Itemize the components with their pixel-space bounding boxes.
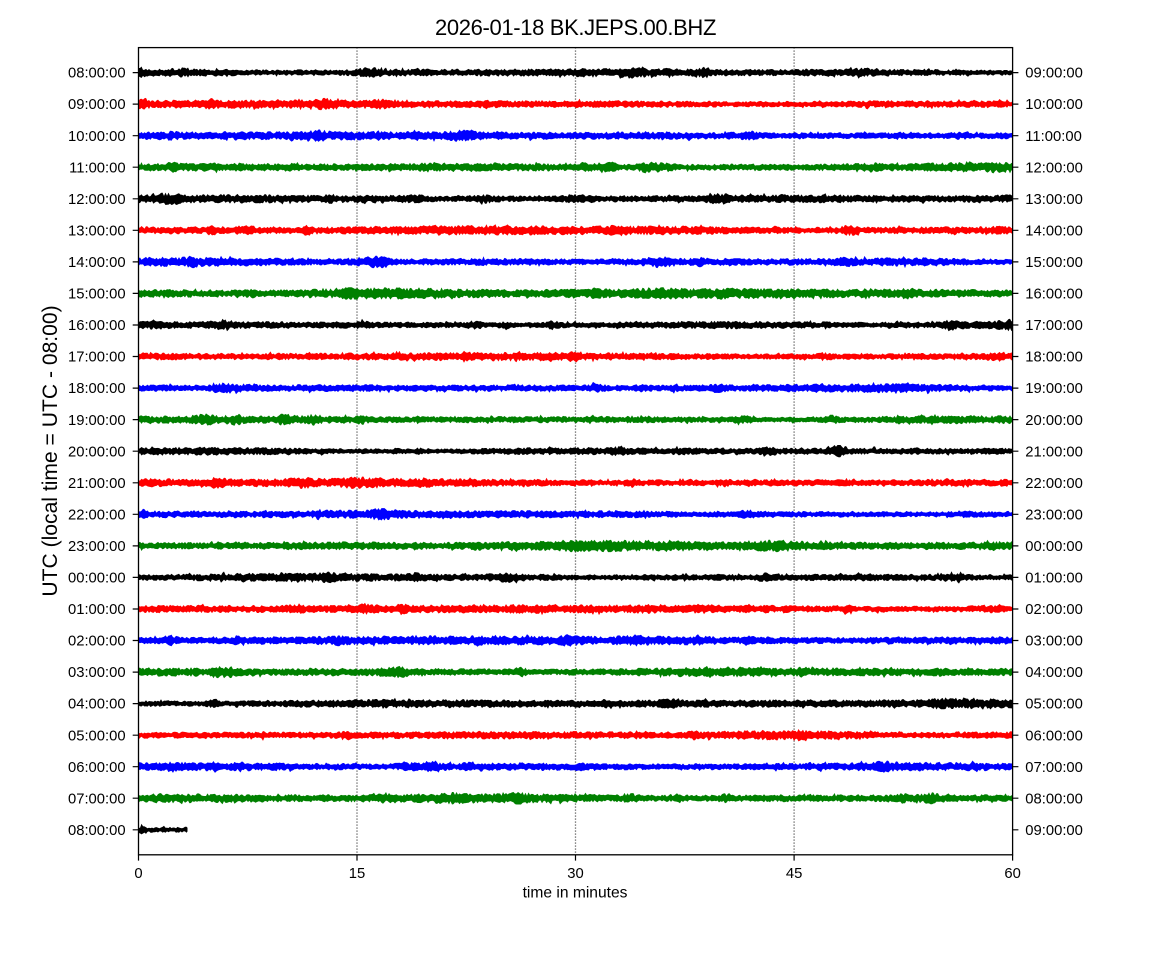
svg-text:15:00:00: 15:00:00 — [1025, 255, 1083, 271]
svg-text:12:00:00: 12:00:00 — [68, 192, 126, 208]
svg-text:16:00:00: 16:00:00 — [1025, 287, 1083, 303]
svg-text:11:00:00: 11:00:00 — [1025, 129, 1082, 145]
svg-text:09:00:00: 09:00:00 — [68, 97, 126, 113]
svg-text:18:00:00: 18:00:00 — [68, 381, 126, 397]
svg-text:60: 60 — [1004, 866, 1020, 882]
svg-text:15:00:00: 15:00:00 — [68, 287, 126, 303]
svg-text:04:00:00: 04:00:00 — [68, 697, 126, 713]
svg-text:UTC (local time = UTC - 08:00): UTC (local time = UTC - 08:00) — [39, 305, 62, 596]
svg-text:05:00:00: 05:00:00 — [68, 728, 126, 744]
svg-text:10:00:00: 10:00:00 — [68, 129, 126, 145]
svg-text:02:00:00: 02:00:00 — [1025, 602, 1083, 618]
svg-text:01:00:00: 01:00:00 — [1025, 571, 1083, 587]
svg-text:16:00:00: 16:00:00 — [68, 318, 126, 334]
svg-text:19:00:00: 19:00:00 — [1025, 381, 1083, 397]
svg-text:2026-01-18 BK.JEPS.00.BHZ: 2026-01-18 BK.JEPS.00.BHZ — [435, 15, 716, 40]
svg-text:45: 45 — [786, 866, 802, 882]
svg-text:18:00:00: 18:00:00 — [1025, 350, 1083, 366]
svg-text:14:00:00: 14:00:00 — [68, 255, 126, 271]
svg-text:07:00:00: 07:00:00 — [1025, 760, 1083, 776]
svg-text:21:00:00: 21:00:00 — [68, 476, 126, 492]
svg-text:08:00:00: 08:00:00 — [68, 823, 126, 839]
svg-text:22:00:00: 22:00:00 — [68, 507, 126, 523]
svg-text:06:00:00: 06:00:00 — [68, 760, 126, 776]
svg-text:21:00:00: 21:00:00 — [1025, 444, 1083, 460]
svg-text:11:00:00: 11:00:00 — [69, 160, 126, 176]
svg-text:20:00:00: 20:00:00 — [68, 444, 126, 460]
svg-text:03:00:00: 03:00:00 — [68, 665, 126, 681]
svg-text:02:00:00: 02:00:00 — [68, 634, 126, 650]
svg-text:23:00:00: 23:00:00 — [68, 539, 126, 555]
svg-text:time in minutes: time in minutes — [523, 885, 628, 902]
svg-text:00:00:00: 00:00:00 — [68, 571, 126, 587]
svg-text:09:00:00: 09:00:00 — [1025, 66, 1083, 82]
svg-text:22:00:00: 22:00:00 — [1025, 476, 1083, 492]
svg-text:03:00:00: 03:00:00 — [1025, 634, 1083, 650]
svg-text:17:00:00: 17:00:00 — [68, 350, 126, 366]
svg-text:10:00:00: 10:00:00 — [1025, 97, 1083, 113]
svg-text:04:00:00: 04:00:00 — [1025, 665, 1083, 681]
svg-text:00:00:00: 00:00:00 — [1025, 539, 1083, 555]
svg-text:0: 0 — [134, 866, 142, 882]
svg-text:08:00:00: 08:00:00 — [1025, 791, 1083, 807]
svg-text:30: 30 — [567, 866, 583, 882]
svg-text:08:00:00: 08:00:00 — [68, 66, 126, 82]
svg-text:06:00:00: 06:00:00 — [1025, 728, 1083, 744]
svg-text:14:00:00: 14:00:00 — [1025, 223, 1083, 239]
svg-text:13:00:00: 13:00:00 — [68, 223, 126, 239]
svg-text:13:00:00: 13:00:00 — [1025, 192, 1083, 208]
svg-text:07:00:00: 07:00:00 — [68, 791, 126, 807]
svg-text:12:00:00: 12:00:00 — [1025, 160, 1083, 176]
svg-text:20:00:00: 20:00:00 — [1025, 413, 1083, 429]
svg-text:19:00:00: 19:00:00 — [68, 413, 126, 429]
svg-text:15: 15 — [349, 866, 365, 882]
svg-text:17:00:00: 17:00:00 — [1025, 318, 1083, 334]
svg-text:01:00:00: 01:00:00 — [68, 602, 126, 618]
svg-text:09:00:00: 09:00:00 — [1025, 823, 1083, 839]
svg-text:05:00:00: 05:00:00 — [1025, 697, 1083, 713]
svg-text:23:00:00: 23:00:00 — [1025, 507, 1083, 523]
